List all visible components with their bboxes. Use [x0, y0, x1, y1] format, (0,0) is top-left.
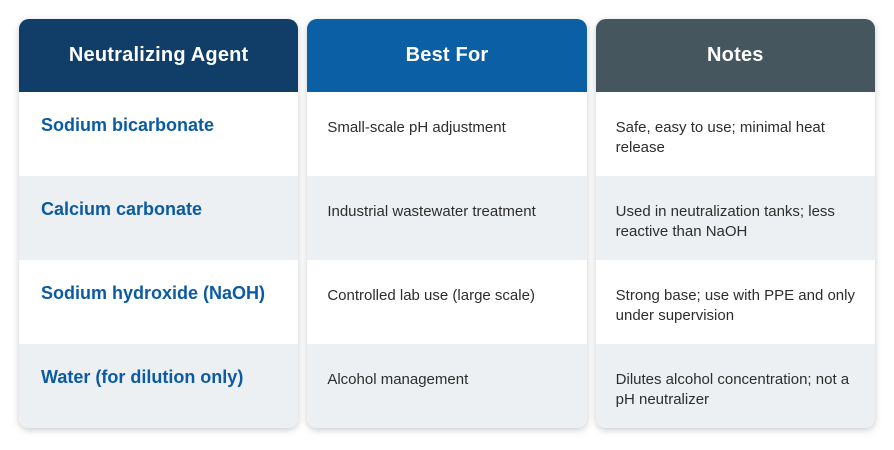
column-header-notes: Notes — [595, 19, 875, 92]
notes-cell-row4: Dilutes alcohol concentration; not a pH … — [595, 344, 875, 428]
notes-cell-row2: Used in neutralization tanks; less react… — [595, 176, 875, 260]
column-header-best-for: Best For — [307, 19, 587, 92]
notes-cell-row3: Strong base; use with PPE and only under… — [595, 260, 875, 344]
agent-cell-row2: Calcium carbonate — [19, 176, 299, 260]
column-header-label: Neutralizing Agent — [68, 44, 249, 66]
column-header-label: Notes — [707, 44, 764, 66]
best-for-cell-row2: Industrial wastewater treatment — [307, 176, 587, 260]
agent-cell-row1: Sodium bicarbonate — [19, 92, 299, 176]
notes-cell-row1: Safe, easy to use; minimal heat release — [595, 92, 875, 176]
best-for-cell-row1: Small-scale pH adjustment — [307, 92, 587, 176]
comparison-table: Neutralizing Agent Sodium bicarbonate Ca… — [19, 19, 875, 428]
best-for-cell-row3: Controlled lab use (large scale) — [307, 260, 587, 344]
column-notes: Notes Safe, easy to use; minimal heat re… — [595, 19, 875, 428]
agent-cell-row4: Water (for dilution only) — [19, 344, 299, 428]
column-header-label: Best For — [405, 44, 489, 66]
column-best-for: Best For Small-scale pH adjustment Indus… — [307, 19, 587, 428]
agent-cell-row3: Sodium hydroxide (NaOH) — [19, 260, 299, 344]
column-header-neutralizing-agent: Neutralizing Agent — [19, 19, 299, 92]
column-neutralizing-agent: Neutralizing Agent Sodium bicarbonate Ca… — [19, 19, 299, 428]
best-for-cell-row4: Alcohol management — [307, 344, 587, 428]
